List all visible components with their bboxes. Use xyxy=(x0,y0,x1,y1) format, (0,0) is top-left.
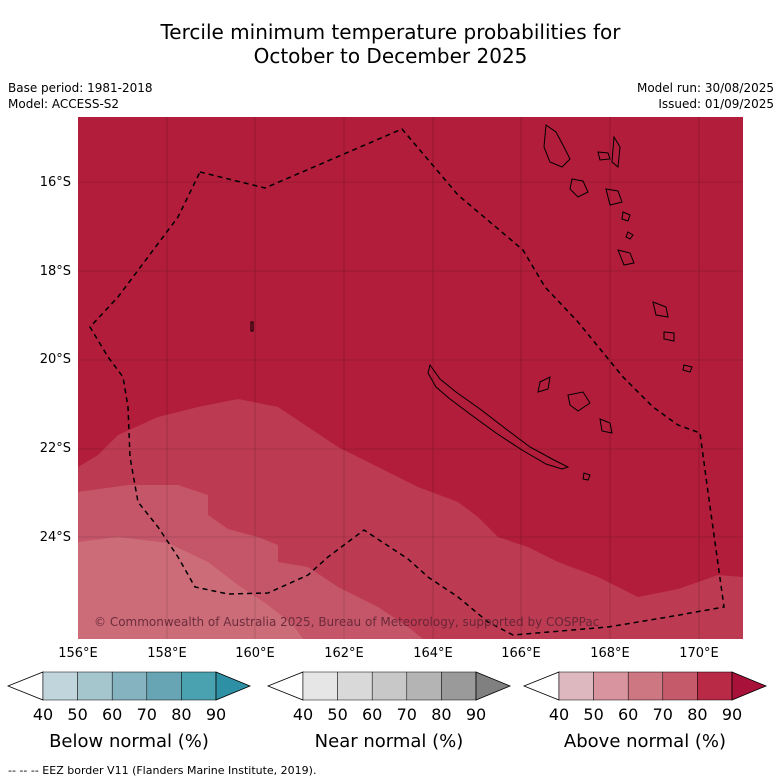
vanuatu-malakula xyxy=(569,178,589,198)
issued-date: Issued: 01/09/2025 xyxy=(658,97,774,111)
vanuatu-erromango xyxy=(597,151,611,161)
above-normal-swatch-low xyxy=(522,671,560,701)
probability-map: © Commonwealth of Australia 2025, Bureau… xyxy=(78,117,743,639)
above-normal-swatch-high xyxy=(731,671,768,701)
above-tick-90: 90 xyxy=(721,705,743,724)
lon-label-166e: 166°E xyxy=(501,646,541,661)
lat-label-22s: 22°S xyxy=(39,441,71,456)
below-normal-swatch-40-50 xyxy=(42,671,78,701)
below-normal-swatch-high xyxy=(215,671,252,701)
loyalty-island-6 xyxy=(682,364,693,373)
below-tick-40: 40 xyxy=(32,705,54,724)
vanuatu-small-island xyxy=(621,211,631,222)
title-line-2: October to December 2025 xyxy=(253,44,528,68)
loyalty-island-4 xyxy=(652,301,669,318)
lat-label-20s: 20°S xyxy=(39,352,71,367)
lat-label-16s: 16°S xyxy=(39,175,71,190)
walpole-island xyxy=(582,472,591,481)
model-name: Model: ACCESS-S2 xyxy=(8,97,120,111)
near-normal-swatch-80-90 xyxy=(441,671,477,701)
loyalty-island-5 xyxy=(663,331,675,342)
chesterfield-island xyxy=(250,321,254,332)
eez-footer-legend: -- -- -- EEZ border V11 (Flanders Marine… xyxy=(8,764,317,777)
vanuatu-pentecost xyxy=(611,135,621,168)
near-normal-swatch-40-50 xyxy=(302,671,338,701)
lon-label-170e: 170°E xyxy=(679,646,719,661)
loyalty-island-2 xyxy=(567,391,591,412)
near-tick-60: 60 xyxy=(362,705,383,724)
above-tick-80: 80 xyxy=(687,705,708,724)
vanuatu-efate xyxy=(605,188,623,206)
lat-label-24s: 24°S xyxy=(39,530,71,545)
below-normal-title: Below normal (%) xyxy=(49,731,209,752)
below-normal-swatch-60-70 xyxy=(111,671,148,701)
above-normal-swatch-70-80 xyxy=(662,671,698,701)
above-normal-swatch-40-50 xyxy=(558,671,594,701)
model-run: Model run: 30/08/2025 xyxy=(636,81,774,95)
below-normal-colorbar xyxy=(6,671,252,701)
below-normal-swatch-70-80 xyxy=(146,671,182,701)
below-normal-swatch-50-60 xyxy=(77,671,113,701)
near-tick-90: 90 xyxy=(465,705,487,724)
vanuatu-small-island-2 xyxy=(625,231,634,240)
lon-label-164e: 164°E xyxy=(413,646,453,661)
graticule xyxy=(78,117,743,639)
below-normal-swatch-80-90 xyxy=(181,671,217,701)
near-normal-swatch-60-70 xyxy=(371,671,408,701)
below-tick-50: 50 xyxy=(67,705,88,724)
above-normal-swatch-50-60 xyxy=(593,671,629,701)
below-normal-swatch-low xyxy=(6,671,44,701)
title-line-1: Tercile minimum temperature probabilitie… xyxy=(160,20,621,44)
near-tick-70: 70 xyxy=(396,705,417,724)
above-normal-swatch-60-70 xyxy=(627,671,664,701)
near-normal-swatch-high xyxy=(475,671,512,701)
lon-label-158e: 158°E xyxy=(147,646,187,661)
colorbars xyxy=(6,671,768,701)
near-normal-swatch-low xyxy=(266,671,304,701)
above-normal-title: Above normal (%) xyxy=(563,731,727,752)
near-normal-swatch-70-80 xyxy=(406,671,442,701)
below-tick-60: 60 xyxy=(102,705,123,724)
base-period: Base period: 1981-2018 xyxy=(8,81,153,95)
near-normal-colorbar xyxy=(266,671,512,701)
loyalty-island-1 xyxy=(537,376,551,393)
below-tick-70: 70 xyxy=(136,705,157,724)
below-tick-90: 90 xyxy=(205,705,227,724)
lon-label-162e: 162°E xyxy=(324,646,364,661)
vanuatu-tanna xyxy=(617,249,635,266)
lat-label-18s: 18°S xyxy=(39,264,71,279)
near-tick-80: 80 xyxy=(431,705,452,724)
above-tick-50: 50 xyxy=(583,705,604,724)
near-normal-swatch-50-60 xyxy=(337,671,373,701)
below-tick-80: 80 xyxy=(171,705,192,724)
above-normal-swatch-80-90 xyxy=(697,671,733,701)
vanuatu-santo xyxy=(543,124,571,168)
lon-label-160e: 160°E xyxy=(235,646,275,661)
near-normal-title: Near normal (%) xyxy=(314,731,464,752)
loyalty-island-3 xyxy=(599,418,613,434)
new-caledonia-coast xyxy=(427,363,570,470)
lon-label-156e: 156°E xyxy=(58,646,98,661)
above-normal-colorbar xyxy=(522,671,768,701)
copyright-text: © Commonwealth of Australia 2025, Bureau… xyxy=(94,615,599,629)
above-tick-60: 60 xyxy=(618,705,639,724)
near-tick-40: 40 xyxy=(292,705,314,724)
lon-label-168e: 168°E xyxy=(590,646,630,661)
above-normal-50-60-region xyxy=(78,537,303,639)
above-tick-70: 70 xyxy=(652,705,673,724)
above-tick-40: 40 xyxy=(548,705,570,724)
eez-border xyxy=(89,128,725,636)
near-tick-50: 50 xyxy=(327,705,348,724)
